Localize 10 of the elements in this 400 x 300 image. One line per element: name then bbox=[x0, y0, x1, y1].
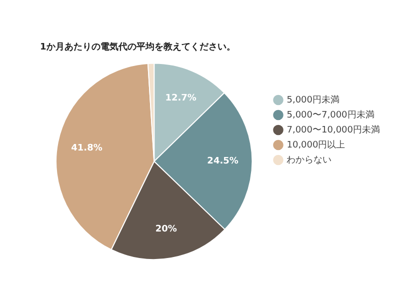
data-label: 41.8% bbox=[71, 143, 102, 154]
legend-label: 10,000円以上 bbox=[286, 139, 346, 150]
legend-label: 5,000円未満 bbox=[286, 94, 340, 106]
legend-label: わからない bbox=[286, 155, 332, 166]
data-label: 24.5% bbox=[207, 156, 238, 167]
legend-label: 5,000〜7,000円未満 bbox=[286, 109, 374, 120]
legend-label: 7,000〜10,000円未満 bbox=[286, 124, 380, 136]
data-label: 20% bbox=[155, 224, 177, 234]
chart-title: 1か月あたりの電気代の平均を教えてください。 bbox=[40, 42, 236, 53]
data-label: 12.7% bbox=[165, 93, 196, 104]
